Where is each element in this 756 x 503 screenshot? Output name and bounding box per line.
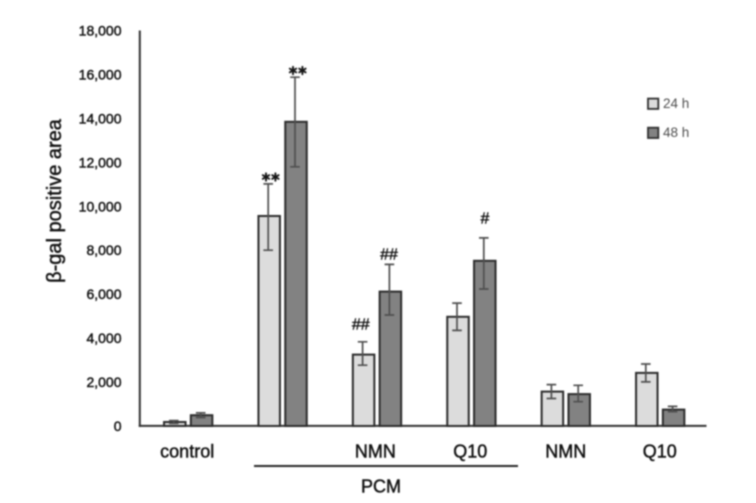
svg-text:PCM: PCM bbox=[361, 477, 401, 497]
svg-text:24 h: 24 h bbox=[663, 96, 689, 111]
svg-text:16,000: 16,000 bbox=[79, 67, 122, 83]
svg-text:2,000: 2,000 bbox=[86, 374, 121, 390]
svg-text:12,000: 12,000 bbox=[79, 154, 122, 170]
svg-text:8,000: 8,000 bbox=[86, 242, 121, 258]
svg-text:##: ## bbox=[380, 247, 398, 264]
svg-text:Q10: Q10 bbox=[453, 442, 487, 462]
svg-text:48 h: 48 h bbox=[663, 125, 689, 140]
svg-text:#: # bbox=[481, 211, 490, 228]
svg-text:0: 0 bbox=[114, 418, 122, 434]
svg-text:14,000: 14,000 bbox=[79, 111, 122, 127]
svg-text:4,000: 4,000 bbox=[86, 330, 121, 346]
svg-text:control: control bbox=[160, 442, 214, 462]
svg-text:β-gal positive area: β-gal positive area bbox=[44, 118, 66, 283]
svg-text:18,000: 18,000 bbox=[79, 23, 122, 39]
svg-text:6,000: 6,000 bbox=[86, 286, 121, 302]
svg-text:10,000: 10,000 bbox=[79, 198, 122, 214]
svg-text:##: ## bbox=[352, 317, 370, 334]
svg-text:Q10: Q10 bbox=[643, 442, 677, 462]
svg-text:NMN: NMN bbox=[545, 442, 586, 462]
svg-text:NMN: NMN bbox=[355, 442, 396, 462]
